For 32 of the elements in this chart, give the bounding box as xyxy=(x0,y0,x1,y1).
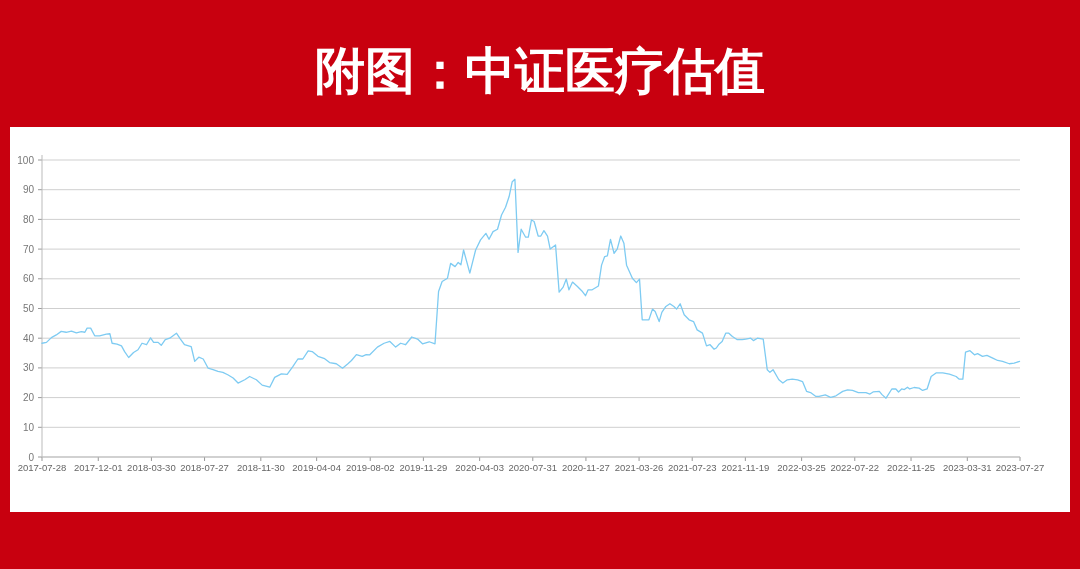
x-tick-label: 2017-07-28 xyxy=(17,462,67,473)
x-tick-label: 2021-07-23 xyxy=(667,462,717,473)
x-tick-label: 2019-04-04 xyxy=(292,462,341,473)
x-tick-label: 2023-07-27 xyxy=(995,462,1045,473)
x-tick-label: 2018-03-30 xyxy=(127,462,176,473)
y-tick-label: 70 xyxy=(22,243,35,255)
line-series xyxy=(41,178,1021,399)
x-tick-label: 2019-11-29 xyxy=(399,462,448,473)
y-tick-label: 60 xyxy=(22,273,35,285)
x-tick-label: 2021-03-26 xyxy=(614,462,664,473)
x-tick-label: 2020-07-31 xyxy=(508,462,558,473)
chart-title: 附图：中证医疗估值 xyxy=(315,43,765,99)
y-tick-label: 40 xyxy=(22,332,35,344)
y-tick-label: 10 xyxy=(22,421,35,433)
y-tick-label: 30 xyxy=(22,362,35,374)
x-tick-label: 2017-12-01 xyxy=(73,462,123,473)
x-tick-label: 2022-11-25 xyxy=(887,462,935,473)
x-tick-label: 2020-11-27 xyxy=(561,462,610,473)
y-tick-label: 20 xyxy=(22,392,35,404)
x-tick-label: 2020-04-03 xyxy=(455,462,504,473)
x-tick-label: 2018-07-27 xyxy=(180,462,229,473)
y-tick-label: 50 xyxy=(22,303,35,314)
y-tick-label: 90 xyxy=(22,184,35,196)
y-tick-label: 80 xyxy=(22,213,35,225)
y-tick-label: 100 xyxy=(17,154,35,166)
x-tick-label: 2021-11-19 xyxy=(721,462,770,473)
x-tick-label: 2018-11-30 xyxy=(236,462,285,473)
x-tick-label: 2023-03-31 xyxy=(943,462,992,473)
x-tick-label: 2022-07-22 xyxy=(830,462,880,473)
x-tick-label: 2022-03-25 xyxy=(777,462,826,473)
x-tick-label: 2019-08-02 xyxy=(345,462,395,473)
y-tick-label: 0 xyxy=(28,451,35,463)
